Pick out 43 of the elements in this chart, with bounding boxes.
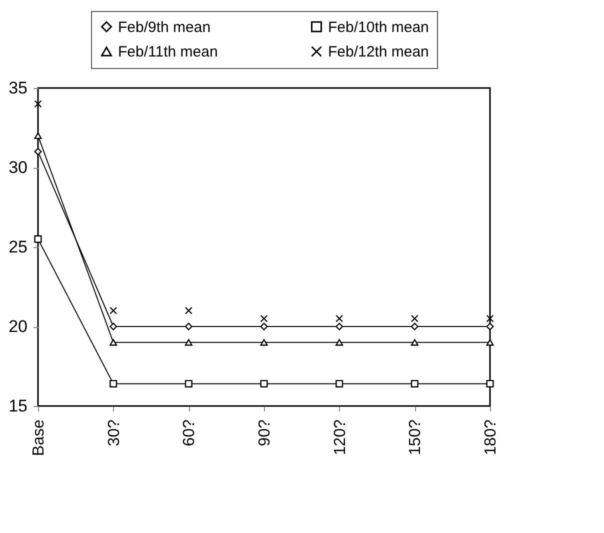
point — [110, 306, 118, 314]
point — [110, 380, 118, 388]
point — [34, 235, 42, 243]
legend-label: Feb/11th mean — [118, 44, 218, 60]
x-tick-label: 60? — [181, 419, 198, 446]
point — [260, 380, 268, 388]
point — [410, 380, 418, 388]
point — [110, 322, 118, 330]
point — [184, 322, 192, 330]
x-tick-label: 30? — [106, 419, 123, 446]
point — [486, 380, 494, 388]
x-tick-label: 180? — [482, 419, 500, 456]
point — [336, 322, 344, 330]
point — [486, 322, 494, 330]
y-tick-label: 25 — [8, 238, 28, 256]
legend-label: Feb/9th mean — [118, 18, 211, 36]
y-tick-label: 35 — [8, 78, 28, 98]
point — [336, 380, 344, 388]
point — [184, 306, 192, 314]
point — [260, 322, 268, 330]
legend-label: Feb/12th mean — [328, 44, 429, 60]
point — [184, 380, 192, 388]
point — [260, 314, 268, 322]
point — [110, 339, 118, 346]
x-tick-label: 120? — [332, 419, 349, 456]
x-tick-label: Base — [30, 419, 48, 456]
point — [486, 339, 494, 346]
legend-label: Feb/10th mean — [328, 18, 429, 36]
point — [486, 314, 494, 322]
x-tick-label: 90? — [256, 419, 274, 446]
y-tick-label: 30 — [8, 158, 28, 177]
y-tick-label: 20 — [8, 317, 28, 336]
point — [34, 100, 42, 108]
y-tick-label: 15 — [8, 396, 28, 416]
point — [410, 314, 418, 322]
x-tick-label: 150? — [407, 419, 424, 456]
point — [410, 322, 418, 330]
point — [410, 339, 418, 346]
point — [336, 314, 344, 322]
point — [34, 148, 42, 156]
point — [260, 339, 268, 346]
point — [336, 339, 344, 346]
point — [184, 339, 192, 346]
